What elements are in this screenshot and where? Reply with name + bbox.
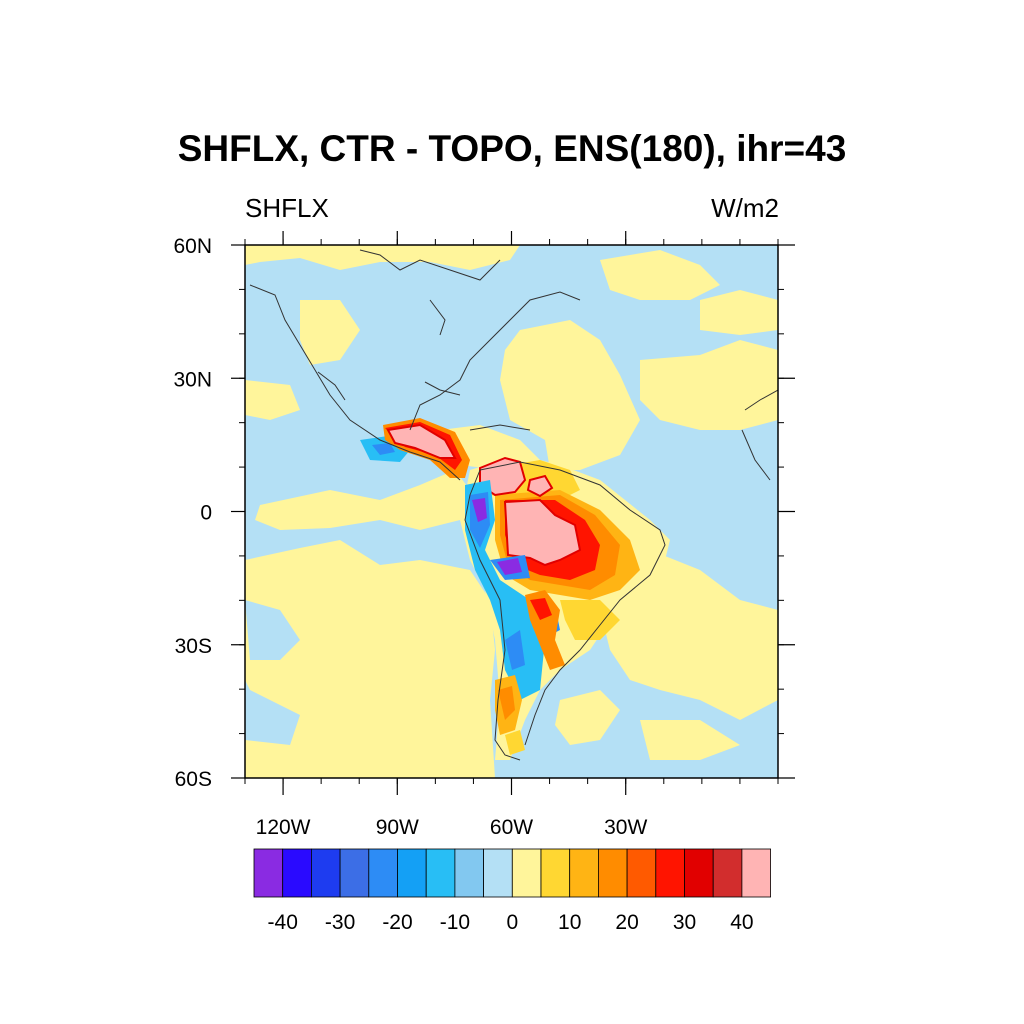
colorbar-swatch — [454, 848, 484, 898]
lon-tick-label: 30W — [604, 816, 647, 839]
lat-tick-label: 30N — [173, 368, 212, 391]
units-label: W/m2 — [711, 193, 779, 223]
colorbar-label: -10 — [440, 911, 470, 934]
coastlines — [249, 249, 778, 761]
colorbar-swatch — [511, 848, 542, 898]
field-south-america — [460, 455, 670, 760]
colorbar-swatch — [397, 848, 427, 898]
colorbar-swatch — [282, 848, 312, 898]
chart-title: SHFLX, CTR - TOPO, ENS(180), ihr=43 — [177, 128, 847, 169]
colorbar-label: -20 — [382, 911, 412, 934]
colorbar-swatch — [626, 848, 657, 898]
lon-tick-label: 60W — [490, 816, 533, 839]
colorbar-swatch — [540, 848, 571, 898]
lon-tick-label: 90W — [376, 816, 419, 839]
colorbar-swatch — [368, 848, 398, 898]
colorbar-swatch — [741, 848, 772, 898]
colorbar-label: 0 — [506, 911, 518, 934]
lat-tick-label: 60S — [175, 768, 212, 791]
colorbar-label: 20 — [615, 911, 638, 934]
colorbar-swatch — [483, 848, 513, 898]
colorbar-swatch — [655, 848, 685, 898]
colorbar-swatch — [598, 848, 628, 898]
colorbar-swatch — [684, 848, 714, 898]
colorbar-swatch — [253, 848, 284, 898]
colorbar-label: -40 — [268, 911, 298, 934]
lon-tick-label: 120W — [256, 816, 311, 839]
lat-tick-label: 0 — [200, 502, 212, 525]
colorbar-swatch — [712, 848, 743, 898]
colorbar-swatch — [310, 848, 341, 898]
colorbar-label: 40 — [730, 911, 753, 934]
colorbar-label: 30 — [673, 911, 696, 934]
colorbar-label: -30 — [325, 911, 355, 934]
field-central-america — [360, 418, 470, 478]
colorbar-label: 10 — [558, 911, 581, 934]
colorbar-swatch — [425, 848, 456, 898]
lat-tick-label: 30S — [175, 635, 212, 658]
variable-label: SHFLX — [245, 193, 329, 223]
colorbar-swatch — [569, 848, 599, 898]
colorbar-swatch — [339, 848, 370, 898]
map-axes: 60N 30N 0 30S 60S 120W 90W 60W 30W — [173, 231, 795, 839]
colorbar: -40 -30 -20 -10 0 10 20 30 40 — [253, 848, 772, 934]
contour-fields — [245, 245, 778, 778]
lat-tick-label: 60N — [173, 235, 212, 258]
